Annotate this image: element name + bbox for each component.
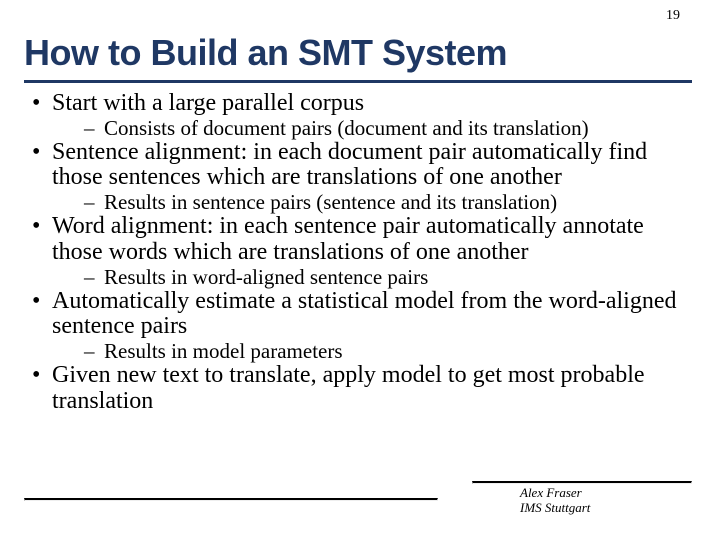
list-item-text: Results in sentence pairs (sentence and … (104, 190, 557, 214)
bullet-list: Start with a large parallel corpus Consi… (24, 91, 696, 415)
slide: 19 How to Build an SMT System Start with… (0, 0, 720, 540)
footer-line: IMS Stuttgart (520, 501, 590, 516)
list-item-text: Start with a large parallel corpus (52, 90, 364, 116)
footer-rule-right (472, 481, 692, 484)
slide-body: Start with a large parallel corpus Consi… (24, 91, 696, 415)
slide-title: How to Build an SMT System (24, 32, 696, 74)
page-number: 19 (666, 8, 680, 24)
list-item-text: Consists of document pairs (document and… (104, 116, 589, 140)
list-item: Results in model parameters (52, 340, 696, 363)
list-item-text: Word alignment: in each sentence pair au… (52, 213, 644, 265)
list-item-text: Automatically estimate a statistical mod… (52, 288, 676, 340)
title-underline (24, 80, 692, 83)
sub-bullet-list: Consists of document pairs (document and… (52, 117, 696, 140)
list-item: Results in word-aligned sentence pairs (52, 266, 696, 289)
list-item: Consists of document pairs (document and… (52, 117, 696, 140)
list-item: Results in sentence pairs (sentence and … (52, 191, 696, 214)
list-item: Start with a large parallel corpus Consi… (24, 91, 696, 140)
sub-bullet-list: Results in model parameters (52, 340, 696, 363)
list-item-text: Sentence alignment: in each document pai… (52, 139, 647, 191)
footer-line: Alex Fraser (520, 486, 590, 501)
list-item-text: Results in model parameters (104, 339, 343, 363)
list-item: Word alignment: in each sentence pair au… (24, 214, 696, 288)
sub-bullet-list: Results in sentence pairs (sentence and … (52, 191, 696, 214)
list-item: Given new text to translate, apply model… (24, 363, 696, 415)
sub-bullet-list: Results in word-aligned sentence pairs (52, 266, 696, 289)
footer-rule-left (24, 498, 438, 501)
list-item-text: Results in word-aligned sentence pairs (104, 265, 428, 289)
list-item-text: Given new text to translate, apply model… (52, 362, 645, 414)
list-item: Sentence alignment: in each document pai… (24, 140, 696, 214)
footer-author: Alex Fraser IMS Stuttgart (520, 486, 590, 516)
list-item: Automatically estimate a statistical mod… (24, 289, 696, 363)
